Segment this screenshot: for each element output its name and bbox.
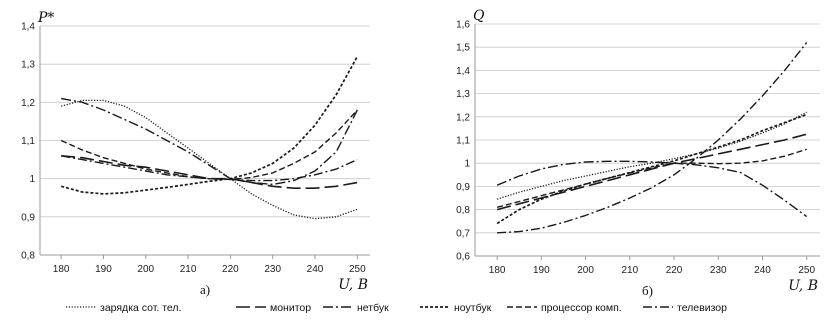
x-tick-label: 230 [264,264,281,275]
y-axis-label: Q [473,8,485,24]
x-axis-label: U, B [338,277,368,293]
y-tick-label: 1,5 [456,43,470,54]
y-tick-label: 1,1 [21,136,35,147]
x-tick-label: 250 [349,264,366,275]
legend-label: монитор [270,302,311,314]
x-tick-label: 230 [710,265,727,276]
legend-label: телевизор [677,302,727,314]
y-tick-label: 1 [29,174,35,185]
panel-label: а) [200,282,210,297]
y-tick-label: 1,2 [21,98,35,109]
x-tick-label: 210 [621,265,638,276]
series-line-6 [61,156,357,181]
x-tick-label: 180 [53,264,70,275]
panel-label: б) [642,283,653,298]
y-tick-label: 0,6 [456,252,470,263]
legend: зарядка сот. тел. монитор нетбук ноутбук про… [66,302,727,314]
y-tick-label: 1,1 [456,136,470,147]
y-axis-label: P* [37,10,54,26]
legend-label: зарядка сот. тел. [100,302,181,314]
series-line-3 [61,99,357,185]
x-tick-label: 200 [577,265,594,276]
x-tick-label: 240 [307,264,324,275]
legend-label: ноутбук [454,302,492,314]
y-tick-label: 0,8 [21,251,35,262]
series-line-6 [497,43,807,233]
series-line-4 [61,57,357,194]
y-tick-label: 1,3 [21,60,35,71]
legend-label: процессор комп. [541,302,622,314]
x-tick-label: 220 [222,264,239,275]
x-tick-label: 220 [666,265,683,276]
chart-panel-b: 0,6 0,7 0,8 0,9 1 1,1 1,2 1,3 1,4 1,5 1,6 180 190 200… [456,8,820,298]
y-tick-label: 0,7 [456,228,470,239]
x-tick-label: 190 [533,265,550,276]
x-tick-label: 180 [489,265,506,276]
x-tick-label: 240 [754,265,771,276]
y-tick-label: 1,4 [21,22,35,33]
y-tick-label: 1,4 [456,66,470,77]
x-tick-label: 250 [798,265,815,276]
x-tick-label: 190 [95,264,112,275]
y-tick-label: 1,6 [456,20,470,31]
y-tick-label: 1,2 [456,112,470,123]
series-line-1 [61,100,357,218]
y-tick-label: 0,9 [21,212,35,223]
legend-label: нетбук [357,302,389,314]
y-tick-label: 1 [464,159,470,170]
series-line-5 [61,110,357,179]
y-tick-label: 0,8 [456,205,470,216]
y-tick-label: 0,9 [456,182,470,193]
chart-panel-a: 0,8 0,9 1 1,1 1,2 1,3 1,4 180 190 200 210 220 230 240… [21,10,370,297]
x-axis-label: U, B [788,278,818,294]
x-tick-label: 200 [137,264,154,275]
y-tick-label: 1,3 [456,89,470,100]
x-tick-label: 210 [180,264,197,275]
